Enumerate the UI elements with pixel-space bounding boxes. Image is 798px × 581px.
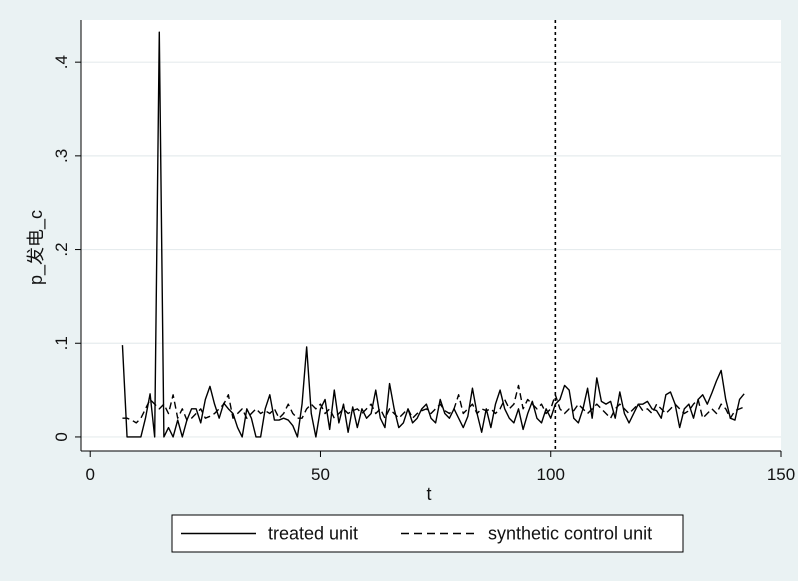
x-tick-label-3: 150: [767, 465, 795, 484]
plot-area: [81, 20, 781, 451]
y-tick-label-2: .2: [52, 242, 71, 256]
axes: 0 50 100 150 0 .1 .2 .3 .4: [52, 20, 795, 484]
x-axis-title: t: [426, 484, 431, 504]
y-tick-label-4: .4: [52, 55, 71, 69]
gridlines: [81, 61, 781, 438]
legend-label-treated-unit: treated unit: [268, 524, 358, 544]
y-tick-label-0: 0: [52, 432, 71, 441]
series-layer: [121, 31, 745, 438]
series-line-treated-unit: [121, 31, 745, 438]
legend: treated unit synthetic control unit: [171, 514, 684, 553]
y-tick-label-1: .1: [52, 336, 71, 350]
series-line-synthetic-control-unit: [122, 384, 745, 424]
legend-label-synthetic-control-unit: synthetic control unit: [488, 524, 652, 544]
y-tick-label-3: .3: [52, 149, 71, 163]
x-tick-label-0: 0: [85, 465, 94, 484]
x-tick-label-1: 50: [311, 465, 330, 484]
x-tick-label-2: 100: [537, 465, 565, 484]
y-axis-title: p_发电_c: [26, 210, 47, 285]
